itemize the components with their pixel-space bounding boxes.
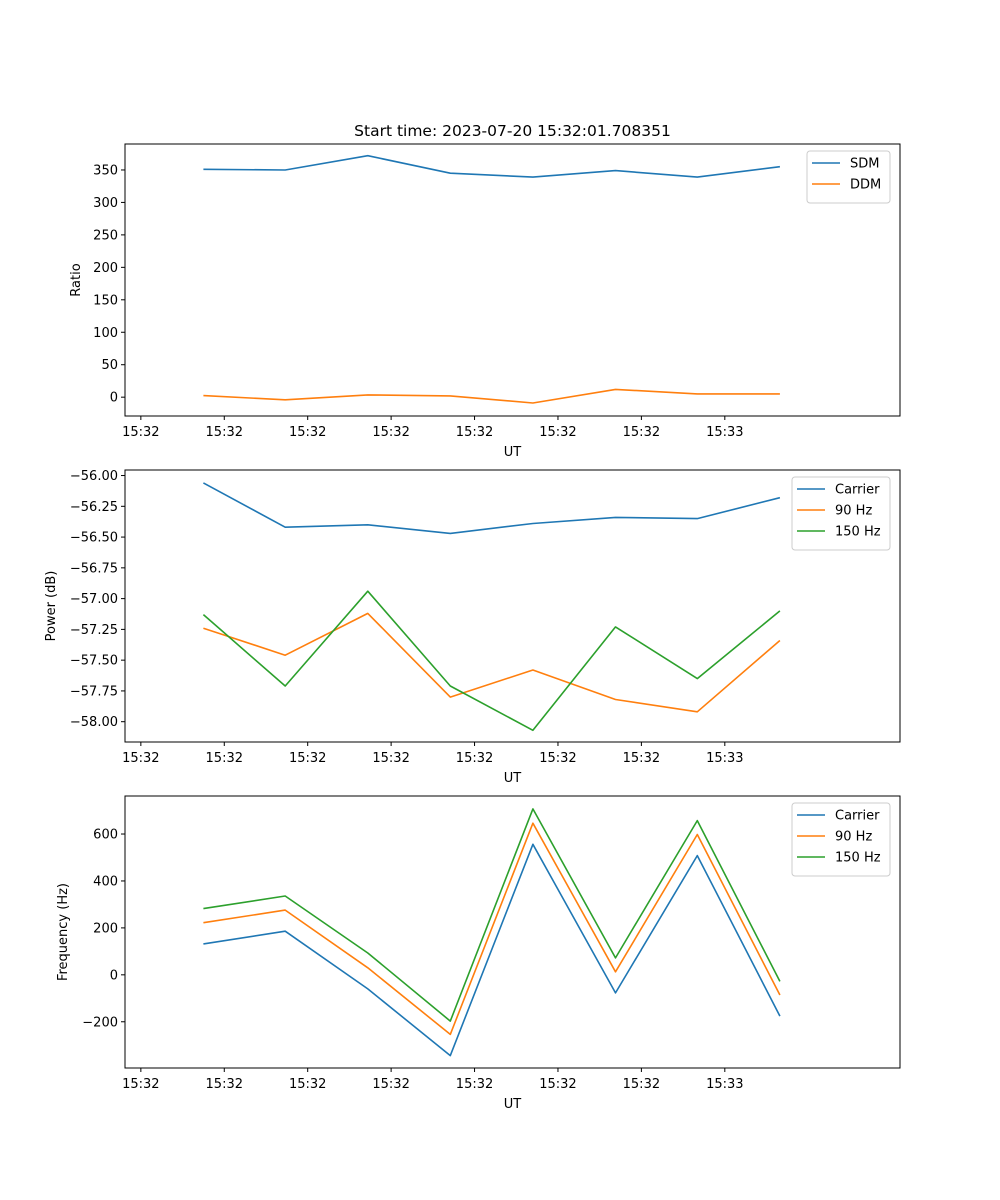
- x-tick-label: 15:32: [289, 425, 326, 440]
- y-tick-label: −200: [82, 1015, 118, 1030]
- chart-panel-3: −200 0 200 400 600 15:32 15:32 15:32 15:32 15:32 1…: [56, 795, 901, 1112]
- y-tick-label: −57.75: [70, 684, 118, 699]
- series-line-150-hz: [203, 808, 781, 1022]
- x-tick-label: 15:32: [122, 425, 159, 440]
- x-tick-label: 15:33: [706, 425, 743, 440]
- axes-frame: [124, 795, 901, 1069]
- legend-label: SDM: [850, 157, 879, 172]
- axes-frame: [124, 469, 901, 743]
- plots-container: 0 50 100 150 200 250 300 350 15:32 15:32 15:32 15:3…: [44, 143, 901, 1112]
- x-axis-label: UT: [504, 1097, 522, 1112]
- x-tick-label: 15:32: [372, 751, 409, 766]
- x-axis-label: UT: [504, 445, 522, 460]
- legend-box: [806, 150, 891, 204]
- legend-label: Carrier: [835, 483, 880, 498]
- x-tick-label: 15:32: [206, 1077, 243, 1092]
- series-line-150-hz: [202, 590, 781, 732]
- y-axis-label: Frequency (Hz): [56, 883, 71, 981]
- series-line-90-hz: [203, 822, 781, 1036]
- legend-label: 90 Hz: [835, 504, 872, 519]
- x-tick-label: 15:32: [623, 751, 660, 766]
- y-tick-label: −56.25: [70, 500, 118, 515]
- y-tick-label: 250: [93, 228, 118, 243]
- legend-label: Carrier: [835, 809, 880, 824]
- x-tick-label: 15:32: [289, 751, 326, 766]
- x-tick-label: 15:32: [456, 425, 493, 440]
- y-tick-label: −56.00: [70, 469, 118, 484]
- y-tick-label: 100: [93, 326, 118, 341]
- y-tick-label: 600: [93, 828, 118, 843]
- x-axis-label: UT: [504, 771, 522, 786]
- series-line-carrier: [203, 843, 781, 1057]
- y-axis-label: Power (dB): [44, 571, 59, 642]
- x-tick-label: 15:32: [539, 425, 576, 440]
- y-tick-label: −57.00: [70, 592, 118, 607]
- y-tick-label: 200: [93, 261, 118, 276]
- x-tick-label: 15:32: [372, 425, 409, 440]
- x-tick-label: 15:32: [122, 751, 159, 766]
- series-line-sdm: [203, 154, 780, 178]
- x-tick-label: 15:32: [122, 1077, 159, 1092]
- axes-frame: [124, 143, 901, 417]
- x-tick-label: 15:32: [206, 751, 243, 766]
- y-tick-label: 0: [110, 968, 118, 983]
- y-tick-label: 400: [93, 874, 118, 889]
- x-tick-label: 15:32: [372, 1077, 409, 1092]
- x-tick-label: 15:32: [456, 1077, 493, 1092]
- legend-label: 150 Hz: [835, 851, 881, 866]
- x-tick-label: 15:33: [706, 1077, 743, 1092]
- y-axis-label: Ratio: [69, 263, 84, 296]
- series-line-carrier: [203, 482, 781, 535]
- y-tick-label: 0: [110, 391, 118, 406]
- x-tick-label: 15:32: [623, 1077, 660, 1092]
- y-tick-label: 350: [93, 163, 118, 178]
- y-tick-label: 200: [93, 921, 118, 936]
- chart-panel-1: 0 50 100 150 200 250 300 350 15:32 15:32 15:32 15:3…: [69, 143, 901, 460]
- legend-label: 150 Hz: [835, 525, 881, 540]
- figure-title: Start time: 2023-07-20 15:32:01.708351: [354, 122, 671, 140]
- legend-label: 90 Hz: [835, 830, 872, 845]
- y-tick-label: −58.00: [70, 715, 118, 730]
- y-tick-label: −57.50: [70, 654, 118, 669]
- y-tick-label: 150: [93, 293, 118, 308]
- legend-label: DDM: [850, 178, 881, 193]
- x-tick-label: 15:32: [456, 751, 493, 766]
- series-line-90-hz: [203, 612, 781, 713]
- y-tick-label: −57.25: [70, 623, 118, 638]
- x-tick-label: 15:33: [706, 751, 743, 766]
- chart-panel-2: −58.00 −57.75 −57.50 −57.25 −57.00 −56.75 −56.…: [44, 469, 901, 786]
- y-tick-label: 300: [93, 196, 118, 211]
- x-tick-label: 15:32: [623, 425, 660, 440]
- legend: Carrier 90 Hz 150 Hz: [791, 802, 891, 877]
- legend: SDM DDM: [806, 150, 891, 204]
- y-tick-label: −56.75: [70, 561, 118, 576]
- x-tick-label: 15:32: [539, 1077, 576, 1092]
- x-tick-label: 15:32: [539, 751, 576, 766]
- legend: Carrier 90 Hz 150 Hz: [791, 476, 891, 551]
- series-line-ddm: [203, 388, 780, 404]
- y-tick-label: −56.50: [70, 531, 118, 546]
- y-tick-label: 50: [101, 358, 118, 373]
- x-tick-label: 15:32: [206, 425, 243, 440]
- x-tick-label: 15:32: [289, 1077, 326, 1092]
